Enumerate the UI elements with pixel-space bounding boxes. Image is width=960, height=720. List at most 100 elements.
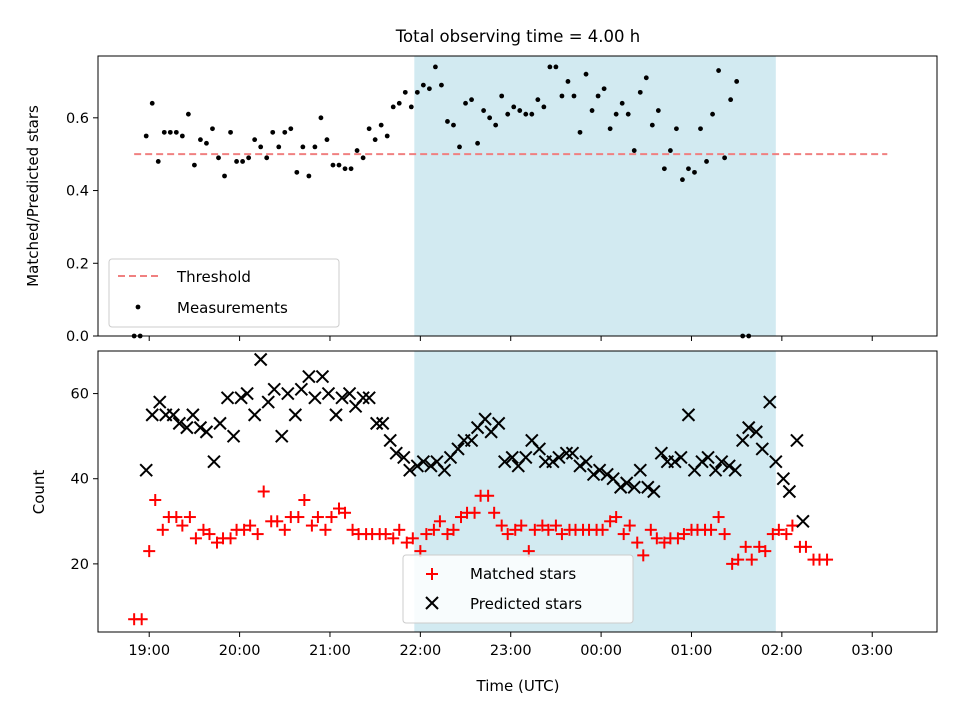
measurement-point (246, 155, 252, 161)
measurement-point (372, 137, 378, 143)
predicted-star-point (315, 369, 330, 384)
matched-star-point (433, 515, 446, 528)
measurement-point (734, 79, 740, 84)
matched-star-point (244, 519, 257, 532)
predicted-star-point (369, 416, 384, 431)
matched-star-point (718, 528, 731, 541)
measurement-point (541, 104, 547, 110)
matched-star-point (515, 519, 528, 532)
measurement-point (475, 140, 480, 146)
measurement-point (402, 89, 408, 95)
predicted-star-point (546, 454, 560, 469)
predicted-star-point (559, 446, 574, 460)
matched-star-point (203, 528, 216, 541)
measurement-point (426, 86, 432, 92)
measurement-point (384, 133, 390, 139)
matched-star-point (427, 523, 440, 536)
predicted-star-point (586, 467, 601, 482)
measurement-point (589, 108, 595, 113)
matched-star-point (677, 528, 690, 541)
measurement-point (167, 129, 173, 135)
measurement-point (173, 129, 179, 135)
measurement-point (469, 97, 474, 103)
matched-star-points (128, 485, 834, 626)
y-tick-label: 0.6 (66, 111, 89, 127)
matched-star-point (183, 511, 196, 524)
measurement-point (252, 137, 258, 143)
matched-star-point (739, 540, 752, 553)
matched-star-point (346, 523, 359, 536)
x-axis-label: Time (UTC) (476, 677, 560, 695)
predicted-star-point (145, 408, 159, 422)
predicted-star-point (647, 484, 661, 499)
matched-star-point (650, 532, 663, 545)
matched-star-point (224, 532, 237, 545)
matched-star-point (623, 519, 636, 532)
measurement-point (445, 119, 450, 124)
bottom-legend: Matched stars Predicted stars (402, 554, 634, 624)
measurement-point (342, 166, 348, 172)
measurement-point (149, 100, 155, 106)
y-tick-label: 20 (71, 557, 89, 573)
bottom-legend-box (402, 554, 634, 624)
predicted-star-point (790, 433, 804, 448)
measurement-point (649, 122, 655, 128)
matched-star-point (542, 523, 555, 536)
legend-measurements-swatch (135, 304, 141, 310)
predicted-star-point (519, 450, 533, 465)
top-panel: 0.0 0.2 0.4 0.6 Matched/Predicted stars Thr… (24, 55, 938, 345)
predicted-star-point (213, 416, 227, 431)
predicted-star-point (153, 395, 167, 409)
measurement-point (336, 162, 342, 168)
predicted-star-point (728, 463, 742, 477)
matched-star-point (278, 523, 291, 536)
predicted-star-points (139, 352, 810, 529)
predicted-star-point (755, 442, 769, 456)
measurement-point (306, 173, 312, 179)
legend-matched-label: Matched stars (470, 565, 576, 583)
bottom-y-axis-label: Count (30, 470, 48, 515)
matched-star-point (271, 515, 284, 528)
measurement-point (318, 115, 324, 121)
measurement-point (312, 144, 318, 150)
predicted-star-point (742, 420, 756, 435)
top-highlight-span (414, 56, 776, 336)
matched-star-point (135, 613, 148, 626)
matched-star-point (482, 489, 495, 502)
predicted-star-point (749, 425, 763, 439)
top-legend-box (108, 258, 340, 328)
measurement-point (625, 111, 631, 117)
x-tick-label: 03:00 (851, 643, 893, 659)
measurement-point (686, 166, 691, 172)
measurement-point (161, 129, 167, 135)
predicted-star-point (397, 450, 411, 465)
measurement-point (210, 126, 215, 132)
matched-star-point (712, 511, 725, 524)
predicted-star-point (261, 395, 275, 409)
predicted-star-point (478, 412, 492, 426)
measurement-point (698, 126, 703, 132)
matched-star-point (339, 506, 352, 519)
predicted-star-point (199, 425, 214, 439)
measurement-point (535, 97, 541, 103)
predicted-star-point (180, 420, 194, 435)
matched-star-point (759, 545, 772, 558)
predicted-star-point (220, 391, 235, 405)
predicted-star-point (701, 450, 715, 465)
matched-star-point (631, 536, 644, 549)
legend-measurements-label: Measurements (177, 299, 288, 317)
predicted-star-point (294, 382, 309, 397)
measurement-point (637, 89, 643, 95)
measurement-point (704, 159, 709, 164)
predicted-star-point (329, 408, 343, 422)
measurement-point (493, 122, 499, 128)
matched-star-point (821, 553, 834, 566)
predicted-star-point (714, 454, 729, 469)
matched-star-point (536, 519, 549, 532)
predicted-star-point (565, 446, 580, 460)
matched-star-point (238, 523, 251, 536)
measurement-point (234, 159, 239, 164)
top-axes-frame (97, 55, 938, 337)
matched-star-point (325, 511, 338, 524)
predicted-star-point (505, 450, 519, 465)
